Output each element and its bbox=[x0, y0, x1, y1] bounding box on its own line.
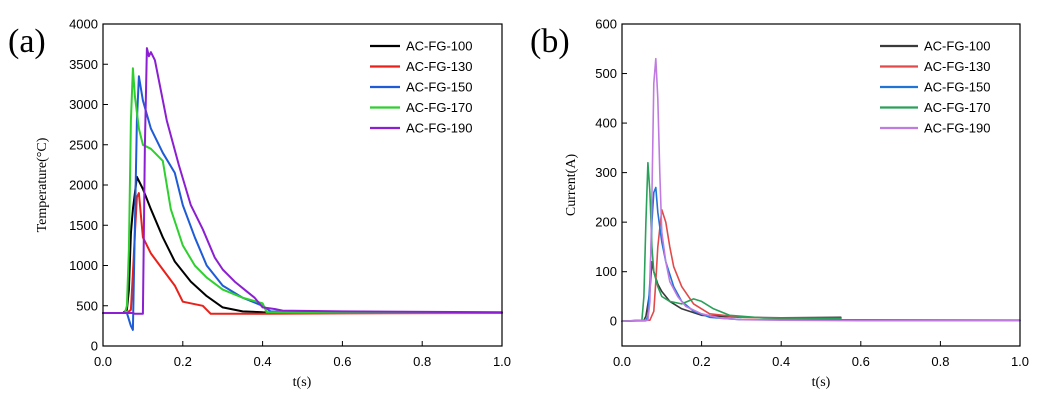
panel-b-x-tick-label: 0.8 bbox=[931, 354, 949, 369]
panel-a-series-line-ac-fg-130 bbox=[102, 192, 503, 315]
panel-b-x-axis-title: t(s) bbox=[812, 375, 831, 390]
panel-a-y-tick-label: 2000 bbox=[69, 178, 98, 193]
panel-a-y-ticks: 0 500 1000 1500 2000 2500 3000 3500 4000 bbox=[69, 17, 108, 354]
panel-b-series-lines bbox=[621, 57, 1021, 323]
panel-a-x-tick-label: 0.8 bbox=[413, 354, 431, 369]
panel-a-y-tick-label: 4000 bbox=[69, 17, 98, 32]
panel-b-y-axis-title: Current(A) bbox=[564, 154, 579, 217]
panel-b-label: (b) bbox=[530, 23, 570, 60]
panel-b-legend-label-ac-fg-190: AC-FG-190 bbox=[924, 121, 990, 136]
panel-a-label: (a) bbox=[8, 23, 46, 60]
panel-b-x-tick-label: 1.0 bbox=[1011, 354, 1029, 369]
panel-a-y-tick-label: 2500 bbox=[69, 137, 98, 152]
panel-a-x-tick-label: 1.0 bbox=[493, 354, 511, 369]
panel-b-y-tick-label: 100 bbox=[595, 264, 617, 279]
panel-b-x-ticks: 0.0 0.2 0.4 0.6 0.8 1.0 bbox=[613, 341, 1029, 369]
panel-a-y-tick-label: 1000 bbox=[69, 258, 98, 273]
panel-b-plot-frame bbox=[621, 23, 1021, 347]
panel-a-y-tick-label: 3000 bbox=[69, 97, 98, 112]
panel-b-x-tick-label: 0.0 bbox=[613, 354, 631, 369]
panel-a-y-tick-label: 3500 bbox=[69, 57, 98, 72]
panel-b-y-tick-label: 0 bbox=[610, 314, 617, 329]
panel-a-x-ticks: 0.0 0.2 0.4 0.6 0.8 1.0 bbox=[94, 341, 511, 369]
panel-a-x-tick-label: 0.0 bbox=[94, 354, 112, 369]
panel-b-legend-label-ac-fg-100: AC-FG-100 bbox=[924, 39, 990, 54]
panel-a-series-line-ac-fg-190 bbox=[102, 47, 503, 315]
panel-a-legend-label-ac-fg-170: AC-FG-170 bbox=[406, 100, 472, 115]
panel-b-y-tick-label: 500 bbox=[595, 66, 617, 81]
panel-a-x-tick-label: 0.4 bbox=[254, 354, 272, 369]
panel-a-plot-frame bbox=[102, 23, 503, 347]
panel-b-x-tick-label: 0.2 bbox=[693, 354, 711, 369]
panel-b-x-tick-label: 0.6 bbox=[852, 354, 870, 369]
panel-a-legend: AC-FG-100 AC-FG-130 AC-FG-150 AC-FG-170 AC-F… bbox=[370, 39, 472, 136]
panel-a-series-lines bbox=[102, 47, 503, 331]
panel-b-series-line-ac-fg-130 bbox=[621, 209, 842, 323]
panel-b-x-tick-label: 0.4 bbox=[772, 354, 790, 369]
panel-b-chart: (b) 0 100 200 300 400 500 600 0.0 0.2 0.4 0.6 0.8 1… bbox=[530, 17, 1029, 391]
panel-b-y-ticks: 0 100 200 300 400 500 600 bbox=[595, 17, 627, 329]
panel-b-legend-label-ac-fg-150: AC-FG-150 bbox=[924, 80, 990, 95]
panel-b-legend-label-ac-fg-170: AC-FG-170 bbox=[924, 100, 990, 115]
panel-b-y-tick-label: 600 bbox=[595, 17, 617, 32]
panel-a-legend-label-ac-fg-100: AC-FG-100 bbox=[406, 39, 472, 54]
panel-b-y-tick-label: 300 bbox=[595, 165, 617, 180]
panel-b-y-tick-label: 400 bbox=[595, 116, 617, 131]
panel-a-series-line-ac-fg-100 bbox=[102, 175, 503, 314]
panel-a-series-line-ac-fg-170 bbox=[102, 67, 503, 314]
panel-a-y-tick-label: 0 bbox=[91, 339, 98, 354]
panel-b-series-line-ac-fg-170 bbox=[621, 161, 842, 323]
panel-b-legend-label-ac-fg-130: AC-FG-130 bbox=[924, 59, 990, 74]
panel-a-chart: (a) 0 500 1000 1500 2000 2500 3000 3500 4000 0.0… bbox=[8, 17, 511, 391]
panel-a-x-tick-label: 0.2 bbox=[174, 354, 192, 369]
panel-b-y-tick-label: 200 bbox=[595, 215, 617, 230]
panel-a-y-tick-label: 500 bbox=[76, 298, 98, 313]
panel-b-series-line-ac-fg-190 bbox=[621, 57, 1021, 323]
panel-a-y-tick-label: 1500 bbox=[69, 218, 98, 233]
panel-a-legend-label-ac-fg-150: AC-FG-150 bbox=[406, 80, 472, 95]
panel-b-legend: AC-FG-100 AC-FG-130 AC-FG-150 AC-FG-170 AC-F… bbox=[880, 39, 990, 136]
panel-a-legend-label-ac-fg-130: AC-FG-130 bbox=[406, 59, 472, 74]
panel-a-legend-label-ac-fg-190: AC-FG-190 bbox=[406, 121, 472, 136]
panel-a-x-tick-label: 0.6 bbox=[333, 354, 351, 369]
panel-a-y-axis-title: Temperature(°C) bbox=[35, 137, 50, 232]
panel-a-x-axis-title: t(s) bbox=[293, 375, 312, 390]
